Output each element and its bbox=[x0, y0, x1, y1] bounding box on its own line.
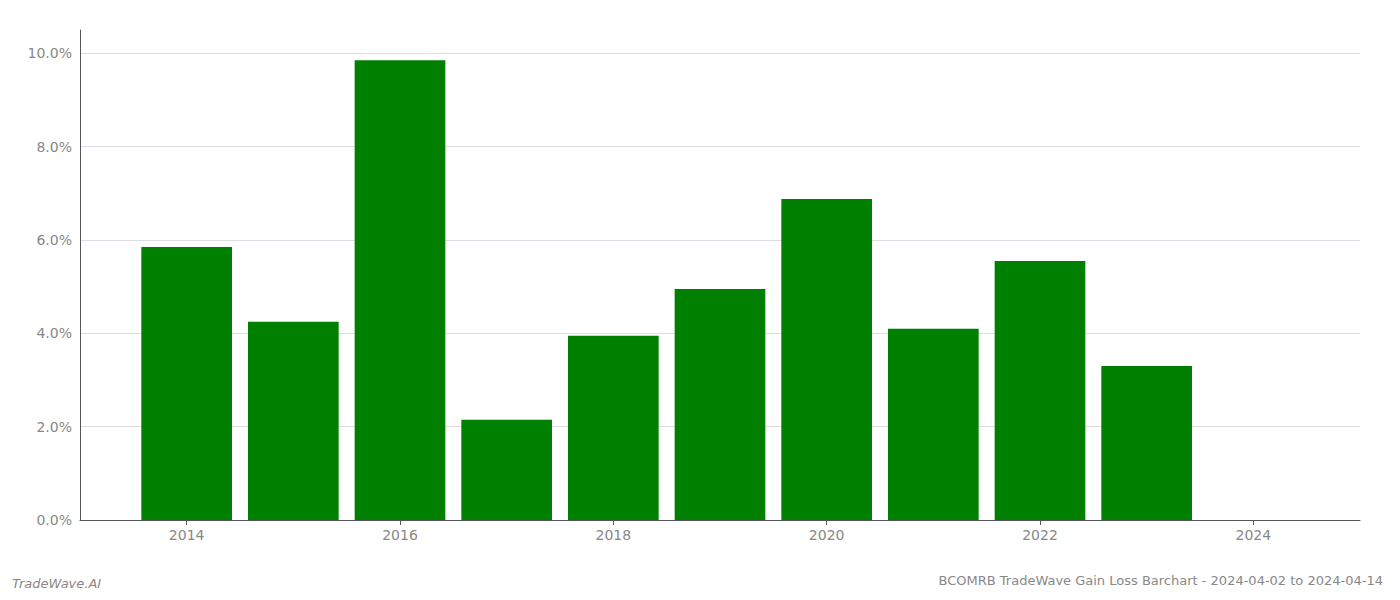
svg-text:2022: 2022 bbox=[1022, 527, 1058, 543]
svg-text:2014: 2014 bbox=[169, 527, 205, 543]
svg-text:4.0%: 4.0% bbox=[36, 325, 72, 341]
svg-text:2016: 2016 bbox=[382, 527, 418, 543]
svg-text:TradeWave.AI: TradeWave.AI bbox=[12, 576, 101, 591]
svg-text:2024: 2024 bbox=[1236, 527, 1272, 543]
svg-text:2020: 2020 bbox=[809, 527, 845, 543]
svg-text:8.0%: 8.0% bbox=[36, 139, 72, 155]
svg-text:6.0%: 6.0% bbox=[36, 232, 72, 248]
svg-text:BCOMRB TradeWave Gain Loss Bar: BCOMRB TradeWave Gain Loss Barchart - 20… bbox=[939, 573, 1383, 588]
svg-text:2018: 2018 bbox=[596, 527, 632, 543]
svg-text:2.0%: 2.0% bbox=[36, 419, 72, 435]
svg-text:10.0%: 10.0% bbox=[28, 45, 72, 61]
svg-text:0.0%: 0.0% bbox=[36, 512, 72, 528]
